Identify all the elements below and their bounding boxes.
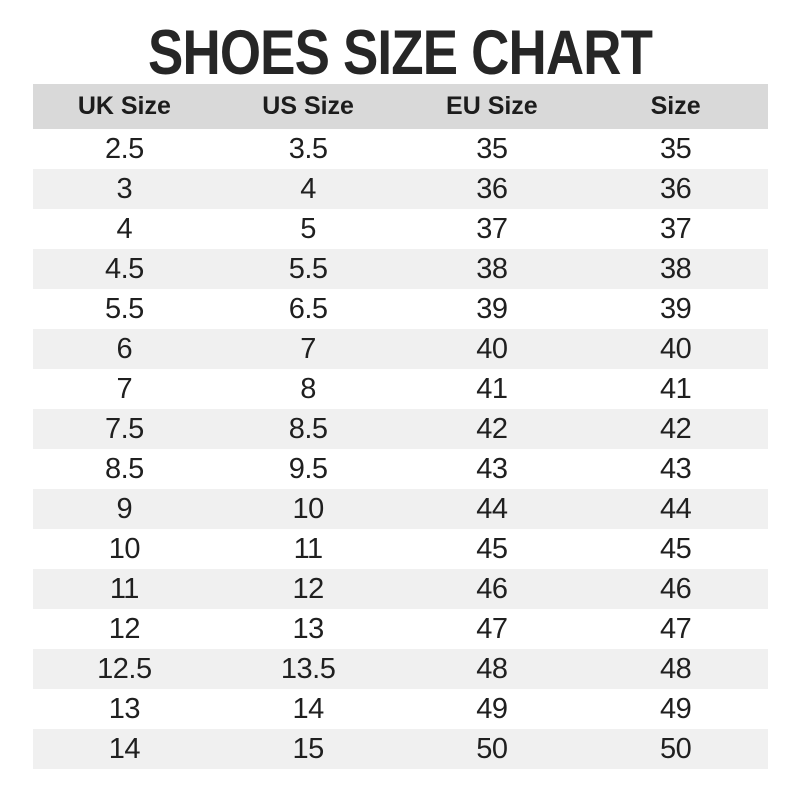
table-cell: 50 xyxy=(659,733,692,765)
table-cell: 3.5 xyxy=(288,133,328,165)
table-cell: 44 xyxy=(476,493,508,525)
table-cell: 4 xyxy=(116,213,133,245)
column-header-us-size: US Size xyxy=(216,84,400,129)
table-cell: 38 xyxy=(476,253,508,285)
table-cell: 8.5 xyxy=(104,453,144,485)
table-cell: 3 xyxy=(116,173,133,205)
table-cell: 45 xyxy=(476,533,508,565)
table-row: 7.5 8.5 42 42 xyxy=(32,409,768,449)
table-cell: 6 xyxy=(116,333,133,365)
table-cell: 40 xyxy=(476,333,508,365)
table-cell: 14 xyxy=(108,733,141,765)
table-cell: 41 xyxy=(659,373,692,405)
page-title-text: SHOES SIZE CHART xyxy=(147,18,653,88)
table-body: 2.5 3.5 35 35 3 4 36 36 4 5 37 37 4.5 5.5 38 38 5.5 6.5 39… xyxy=(32,129,768,769)
table-cell: 48 xyxy=(659,653,692,685)
table-row: 4.5 5.5 38 38 xyxy=(32,249,768,289)
page-title: SHOES SIZE CHART xyxy=(0,0,800,88)
table-cell: 35 xyxy=(659,133,692,165)
table-cell: 39 xyxy=(659,293,692,325)
table-cell: 46 xyxy=(659,573,692,605)
table-cell: 9.5 xyxy=(288,453,328,485)
table-row: 6 7 40 40 xyxy=(32,329,768,369)
table-row: 12 13 47 47 xyxy=(33,609,768,649)
table-cell: 13 xyxy=(108,693,141,725)
table-cell: 39 xyxy=(476,293,508,325)
table-cell: 50 xyxy=(476,733,508,765)
table-cell: 44 xyxy=(659,493,692,525)
table-cell: 12.5 xyxy=(97,653,152,685)
table-cell: 48 xyxy=(476,653,508,685)
table-cell: 7 xyxy=(116,373,133,405)
table-cell: 5.5 xyxy=(288,253,328,285)
table-header-row: UK Size US Size EU Size Size xyxy=(32,84,768,129)
table-cell: 10 xyxy=(108,533,141,565)
table-cell: 12 xyxy=(292,573,324,605)
table-cell: 47 xyxy=(659,613,692,645)
table-cell: 49 xyxy=(476,693,508,725)
size-conversion-table: UK Size US Size EU Size Size 2.5 3.5 35 35 3 4 36… xyxy=(32,84,768,769)
table-cell: 49 xyxy=(659,693,692,725)
table-cell: 8 xyxy=(300,373,316,405)
table-cell: 4 xyxy=(300,173,316,205)
table-cell: 43 xyxy=(659,453,692,485)
table-row: 14 15 50 50 xyxy=(32,729,768,769)
table-cell: 36 xyxy=(659,173,692,205)
table-cell: 47 xyxy=(476,613,508,645)
table-row: 11 12 46 46 xyxy=(32,569,768,609)
table-cell: 45 xyxy=(659,533,692,565)
table-cell: 14 xyxy=(292,693,324,725)
table-cell: 5 xyxy=(300,213,316,245)
table-cell: 42 xyxy=(476,413,508,445)
table-cell: 7.5 xyxy=(104,413,144,445)
table-cell: 10 xyxy=(292,493,324,525)
table-cell: 36 xyxy=(476,173,508,205)
table-cell: 11 xyxy=(109,573,140,605)
table-row: 12.5 13.5 48 48 xyxy=(32,649,768,689)
column-header-size: Size xyxy=(583,84,768,129)
table-row: 7 8 41 41 xyxy=(33,369,768,409)
table-cell: 2.5 xyxy=(104,133,144,165)
table-cell: 40 xyxy=(659,333,692,365)
table-cell: 12 xyxy=(108,613,141,645)
table-cell: 7 xyxy=(300,333,316,365)
column-header-eu-size: EU Size xyxy=(400,84,584,129)
table-row: 5.5 6.5 39 39 xyxy=(33,289,768,329)
table-row: 3 4 36 36 xyxy=(32,169,768,209)
table-row: 13 14 49 49 xyxy=(33,689,768,729)
table-row: 9 10 44 44 xyxy=(32,489,768,529)
table-cell: 11 xyxy=(293,533,324,565)
table-cell: 42 xyxy=(659,413,692,445)
table-cell: 13 xyxy=(292,613,324,645)
table-cell: 37 xyxy=(659,213,692,245)
table-cell: 41 xyxy=(476,373,508,405)
table-cell: 13.5 xyxy=(280,653,336,685)
table-header: UK Size US Size EU Size Size xyxy=(32,84,768,129)
table-row: 8.5 9.5 43 43 xyxy=(33,449,768,489)
table-cell: 4.5 xyxy=(104,253,144,285)
table-row: 4 5 37 37 xyxy=(33,209,768,249)
table-row: 2.5 3.5 35 35 xyxy=(33,129,768,169)
column-header-uk-size: UK Size xyxy=(32,84,217,129)
table-cell: 8.5 xyxy=(288,413,328,445)
table-cell: 38 xyxy=(659,253,692,285)
table-cell: 43 xyxy=(476,453,508,485)
table-cell: 15 xyxy=(292,733,324,765)
table-row: 10 11 45 45 xyxy=(33,529,768,569)
table-cell: 9 xyxy=(116,493,133,525)
table-cell: 35 xyxy=(476,133,508,165)
table-cell: 46 xyxy=(476,573,508,605)
table-cell: 5.5 xyxy=(104,293,144,325)
table-cell: 37 xyxy=(476,213,508,245)
table-cell: 6.5 xyxy=(288,293,328,325)
